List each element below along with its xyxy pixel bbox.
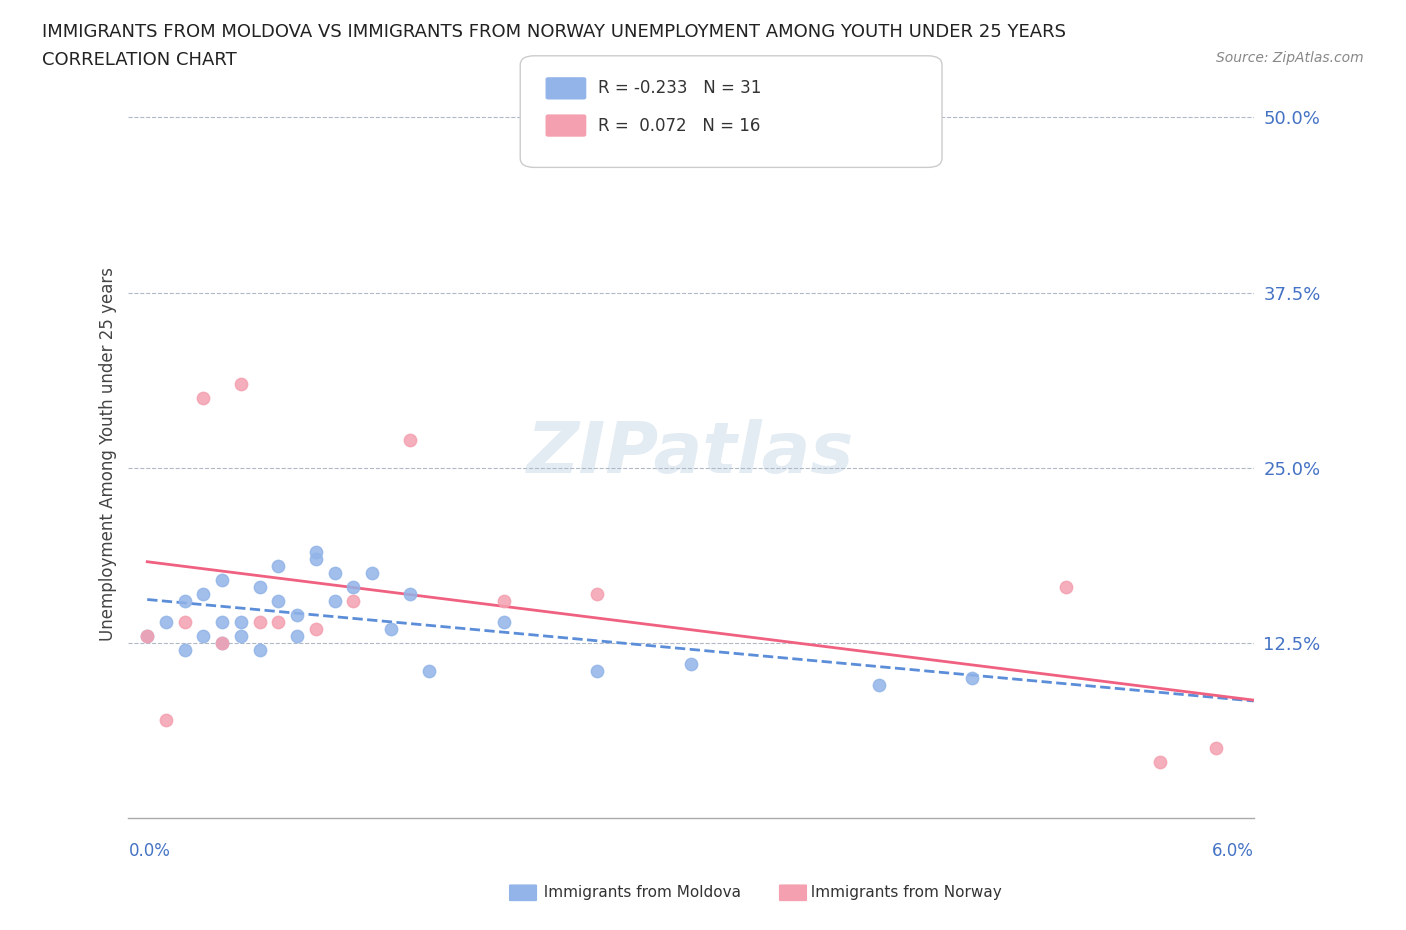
Point: [173, 643, 195, 658]
Point: [211, 635, 233, 650]
Text: Source: ZipAtlas.com: Source: ZipAtlas.com: [1216, 51, 1364, 65]
Text: R = -0.233   N = 31: R = -0.233 N = 31: [598, 79, 761, 98]
Point: [155, 712, 177, 727]
Point: [229, 615, 252, 630]
Point: [323, 565, 346, 580]
Text: Immigrants from Norway: Immigrants from Norway: [801, 885, 1002, 900]
Text: ZIPatlas: ZIPatlas: [527, 419, 855, 488]
Point: [1149, 755, 1171, 770]
Y-axis label: Unemployment Among Youth under 25 years: Unemployment Among Youth under 25 years: [100, 267, 117, 641]
Point: [267, 559, 290, 574]
Point: [492, 593, 515, 608]
Point: [136, 629, 159, 644]
Point: [586, 587, 609, 602]
Point: [193, 629, 215, 644]
Point: [285, 629, 308, 644]
Text: 6.0%: 6.0%: [1212, 842, 1254, 859]
Point: [267, 615, 290, 630]
Point: [1205, 741, 1227, 756]
Point: [868, 678, 890, 693]
Point: [361, 565, 384, 580]
Point: [398, 432, 420, 447]
Point: [136, 629, 159, 644]
Point: [305, 551, 328, 566]
Point: [342, 593, 364, 608]
Text: CORRELATION CHART: CORRELATION CHART: [42, 51, 238, 69]
Point: [229, 629, 252, 644]
Point: [173, 615, 195, 630]
Point: [398, 587, 420, 602]
Text: IMMIGRANTS FROM MOLDOVA VS IMMIGRANTS FROM NORWAY UNEMPLOYMENT AMONG YOUTH UNDER: IMMIGRANTS FROM MOLDOVA VS IMMIGRANTS FR…: [42, 23, 1066, 41]
Point: [249, 579, 271, 594]
Point: [1054, 579, 1077, 594]
Text: R =  0.072   N = 16: R = 0.072 N = 16: [598, 116, 759, 135]
Point: [155, 615, 177, 630]
Point: [229, 377, 252, 392]
Point: [492, 615, 515, 630]
Point: [285, 607, 308, 622]
Point: [193, 391, 215, 405]
Point: [962, 671, 984, 685]
Point: [193, 587, 215, 602]
Point: [267, 593, 290, 608]
Point: [380, 621, 402, 636]
Point: [211, 615, 233, 630]
Point: [249, 615, 271, 630]
Point: [679, 657, 702, 671]
Text: Immigrants from Moldova: Immigrants from Moldova: [534, 885, 741, 900]
Point: [211, 573, 233, 588]
Point: [586, 664, 609, 679]
Text: 0.0%: 0.0%: [128, 842, 170, 859]
Point: [418, 664, 440, 679]
Point: [323, 593, 346, 608]
Point: [211, 635, 233, 650]
Point: [305, 545, 328, 560]
Point: [173, 593, 195, 608]
Point: [342, 579, 364, 594]
Point: [249, 643, 271, 658]
Point: [305, 621, 328, 636]
